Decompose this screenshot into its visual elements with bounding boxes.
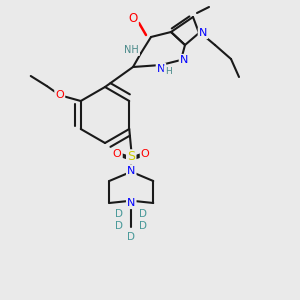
Text: D: D (115, 221, 123, 231)
Text: D: D (127, 232, 135, 242)
Text: O: O (113, 149, 122, 159)
Text: N: N (199, 28, 207, 38)
Text: S: S (127, 151, 135, 164)
Text: O: O (56, 90, 64, 100)
Text: NH: NH (124, 45, 139, 55)
Text: D: D (115, 209, 123, 219)
Text: N: N (157, 64, 165, 74)
Text: O: O (141, 149, 150, 159)
Text: H: H (165, 67, 171, 76)
Text: D: D (139, 221, 147, 231)
Text: N: N (127, 198, 135, 208)
Text: D: D (139, 209, 147, 219)
Text: N: N (180, 55, 188, 65)
Text: O: O (128, 13, 138, 26)
Text: N: N (127, 166, 135, 176)
